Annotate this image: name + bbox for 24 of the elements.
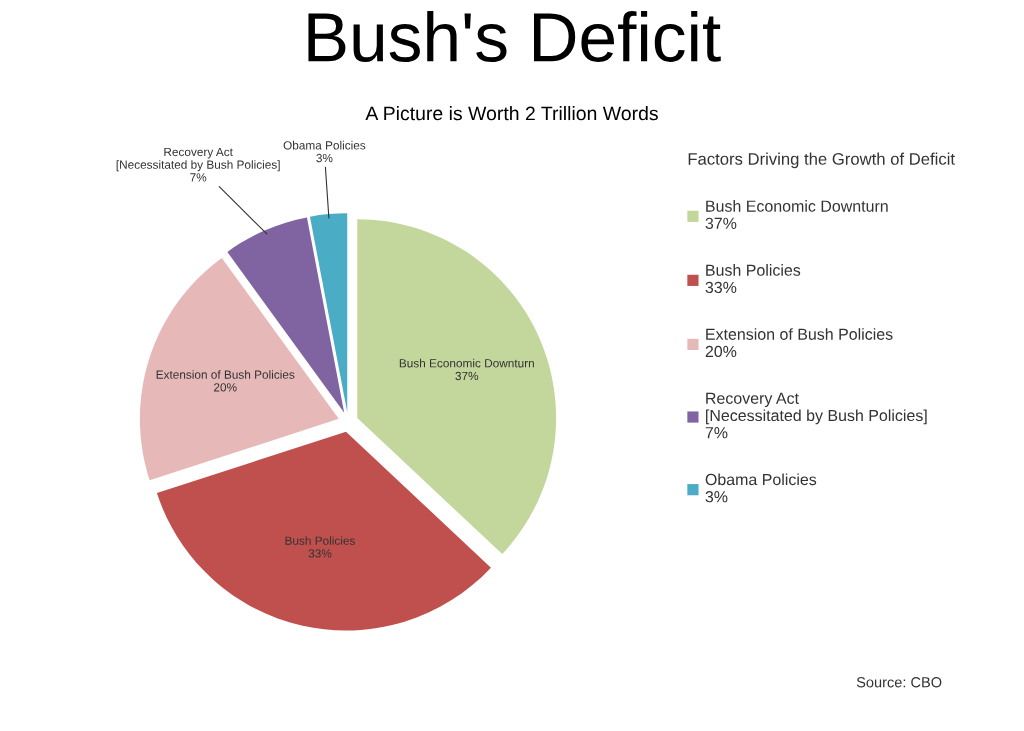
legend-label: Obama Policies: [705, 473, 817, 486]
slice-label: Recovery Act [Necessitated by Bush Policies]: [116, 147, 280, 172]
legend-label: Bush Policies: [706, 264, 801, 276]
data-label: 33%: [308, 549, 332, 558]
source-note: Source: CBO: [856, 677, 942, 688]
legend-label: Extension of Bush Policies: [706, 328, 893, 340]
text: 7%: [705, 427, 728, 439]
data-label: 20%: [214, 383, 237, 392]
text: 37%: [705, 217, 737, 230]
slice-label: Extension of Bush Policies: [156, 370, 295, 379]
text: 33%: [705, 281, 737, 294]
chart-title: Bush's Deficit: [308, 10, 721, 62]
legend-label: Bush Economic Downturn: [706, 200, 888, 212]
data-label: 3%: [316, 153, 333, 163]
slice-label: Bush Policies: [285, 536, 355, 545]
slice-label: Obama Policies: [283, 140, 366, 150]
text: 20%: [705, 345, 737, 358]
legend-label: Recovery Act [Necessitated by Bush Policies]: [706, 392, 927, 425]
data-label: 7%: [190, 173, 207, 182]
data-label: 37%: [455, 371, 479, 381]
chart-subtitle: A Picture is Worth 2 Trillion Words: [365, 106, 658, 121]
legend-title: Factors Driving the Growth of Deficit: [688, 152, 955, 169]
slice-label: Bush Economic Downturn: [399, 358, 534, 368]
text: 3%: [705, 491, 728, 503]
